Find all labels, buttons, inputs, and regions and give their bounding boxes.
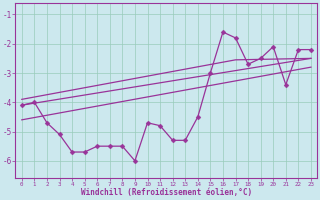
X-axis label: Windchill (Refroidissement éolien,°C): Windchill (Refroidissement éolien,°C) [81,188,252,197]
